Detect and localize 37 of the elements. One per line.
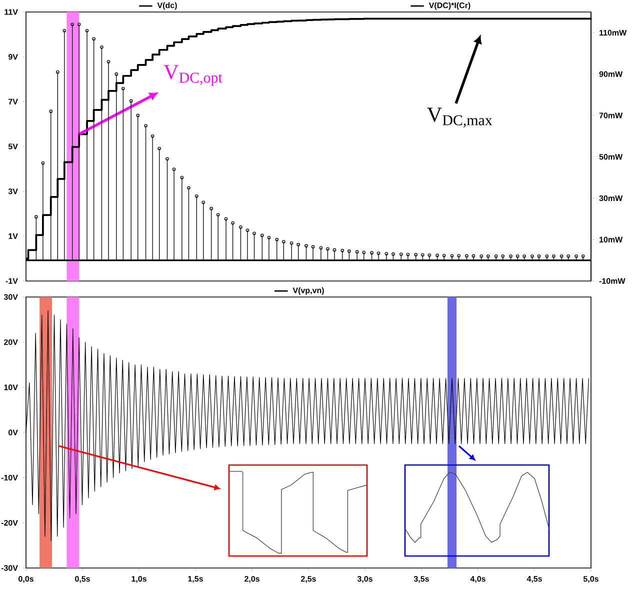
y-tick-label: 3V bbox=[8, 188, 18, 194]
legend-label: V(dc) bbox=[157, 2, 177, 10]
x-tick-label: 2,5s bbox=[300, 576, 316, 583]
legend-label: V(DC)*I(Cr) bbox=[428, 2, 470, 10]
y-tick-label: -10V bbox=[1, 474, 18, 480]
y-tick-label: 20V bbox=[4, 339, 18, 345]
x-tick-label: 0,5s bbox=[75, 576, 90, 583]
y-tick-label: 11V bbox=[4, 9, 18, 15]
y2-tick-label: 30mW bbox=[599, 195, 623, 202]
x-tick-label: 3,0s bbox=[357, 576, 372, 583]
y-tick-label: -20V bbox=[1, 520, 18, 526]
y-tick-label: -30V bbox=[1, 565, 18, 571]
x-tick-label: 4,5s bbox=[526, 576, 542, 583]
y-tick-label: 7V bbox=[8, 98, 18, 104]
legend-label: V(vp,vn) bbox=[292, 287, 324, 295]
y-tick-label: 10V bbox=[4, 384, 18, 390]
annotation: V$_{DC,opt}$ bbox=[164, 65, 222, 86]
y-tick-label: 5V bbox=[8, 144, 18, 150]
x-tick-label: 3,5s bbox=[414, 576, 429, 583]
y2-tick-label: -10mW bbox=[599, 278, 626, 284]
y2-tick-label: 90mW bbox=[599, 71, 623, 77]
y-tick-label: 9V bbox=[8, 54, 18, 60]
annotation: V$_{DC,max}$ bbox=[427, 108, 492, 128]
x-tick-label: 1,5s bbox=[188, 576, 203, 583]
y-tick-label: 30V bbox=[4, 294, 18, 300]
x-tick-label: 2,0s bbox=[244, 576, 260, 583]
x-tick-label: 0,0s bbox=[18, 576, 34, 583]
y-tick-label: -1V bbox=[6, 278, 18, 284]
y2-tick-label: 70mW bbox=[599, 112, 623, 118]
y2-tick-label: 110mW bbox=[600, 30, 627, 36]
y2-tick-label: 50mW bbox=[599, 154, 623, 160]
y-tick-label: 1V bbox=[8, 233, 18, 239]
y2-tick-label: 10mW bbox=[600, 236, 623, 242]
x-tick-label: 1,0s bbox=[132, 576, 146, 583]
x-tick-label: 4,0s bbox=[470, 576, 486, 583]
x-tick-label: 5,0s bbox=[583, 576, 598, 583]
y-tick-label: 0V bbox=[8, 430, 18, 436]
